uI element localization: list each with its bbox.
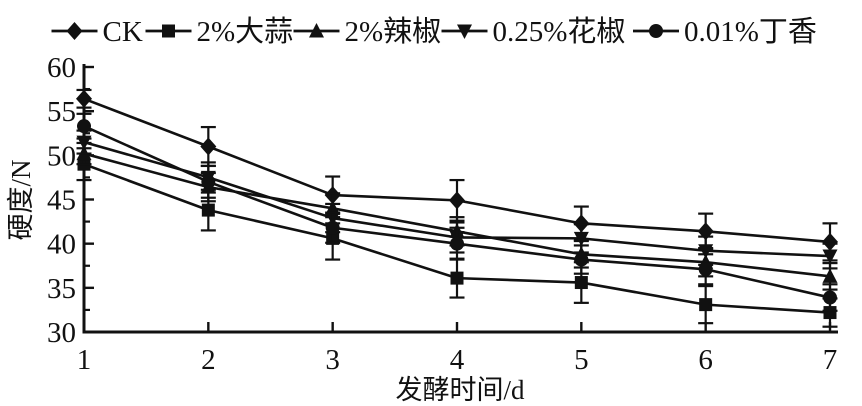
legend-label-sichuan-pepper: 0.25%花椒 xyxy=(493,15,626,48)
x-tick-label: 5 xyxy=(574,344,589,376)
square-marker-icon xyxy=(823,306,837,320)
x-axis-title: 发酵时间/d xyxy=(395,375,525,405)
circle-legend-marker-icon xyxy=(649,24,663,38)
triangle-down-marker-icon xyxy=(822,249,838,265)
square-marker-icon xyxy=(201,203,215,217)
circle-marker-icon xyxy=(823,290,837,305)
triangle-down-marker-icon xyxy=(698,244,714,259)
y-tick-label: 60 xyxy=(47,52,76,84)
circle-marker-icon xyxy=(325,220,340,235)
legend-label-garlic: 2%大蒜 xyxy=(197,15,294,48)
triangle-down-legend-marker-icon xyxy=(457,24,472,39)
legend-label-chili: 2%辣椒 xyxy=(345,15,442,48)
legend-item-clove: 0.01%丁香 xyxy=(633,15,817,48)
diamond-marker-icon xyxy=(822,232,838,251)
triangle-up-legend-marker-icon xyxy=(309,23,324,38)
triangle-down-marker-icon xyxy=(573,231,589,247)
triangle-up-marker-icon xyxy=(822,268,838,283)
legend-item-chili: 2%辣椒 xyxy=(293,15,442,48)
diamond-marker-icon xyxy=(76,89,92,108)
square-marker-icon xyxy=(450,271,464,285)
x-ticks: 1 2 3 4 5 6 7 xyxy=(77,322,838,376)
x-tick-label: 6 xyxy=(698,344,713,376)
circle-marker-icon xyxy=(77,119,91,134)
x-tick-label: 1 xyxy=(77,344,92,376)
legend: CK 2%大蒜 2%辣椒 0.25%花椒 0.01%丁香 xyxy=(51,15,817,48)
legend-item-sichuan-pepper: 0.25%花椒 xyxy=(441,15,626,48)
y-ticks: 30 35 40 45 50 55 60 xyxy=(47,52,94,349)
circle-marker-icon xyxy=(698,262,713,277)
y-tick-label: 30 xyxy=(47,317,76,349)
circle-marker-icon xyxy=(450,236,464,251)
series-clove xyxy=(76,112,838,312)
legend-item-garlic: 2%大蒜 xyxy=(145,15,294,48)
y-tick-label: 40 xyxy=(47,229,76,261)
legend-label-ck: CK xyxy=(103,16,143,48)
diamond-legend-marker-icon xyxy=(66,22,83,40)
circle-marker-icon xyxy=(574,252,589,267)
legend-label-clove: 0.01%丁香 xyxy=(684,15,817,48)
y-tick-label: 45 xyxy=(47,185,76,217)
x-tick-label: 4 xyxy=(450,344,465,376)
x-tick-label: 7 xyxy=(823,344,838,376)
y-tick-label: 35 xyxy=(47,273,76,305)
diamond-marker-icon xyxy=(449,191,465,210)
legend-item-ck: CK xyxy=(51,16,143,48)
y-tick-label: 55 xyxy=(47,96,76,128)
series-ck xyxy=(76,88,838,262)
x-tick-label: 2 xyxy=(201,344,216,376)
square-legend-marker-icon xyxy=(162,24,175,38)
square-marker-icon xyxy=(699,298,713,312)
square-marker-icon xyxy=(574,276,588,290)
y-tick-label: 50 xyxy=(47,140,76,172)
diamond-marker-icon xyxy=(200,137,217,156)
x-tick-label: 3 xyxy=(325,344,340,376)
circle-marker-icon xyxy=(201,174,216,189)
y-axis-title: 硬度/N xyxy=(6,160,36,241)
